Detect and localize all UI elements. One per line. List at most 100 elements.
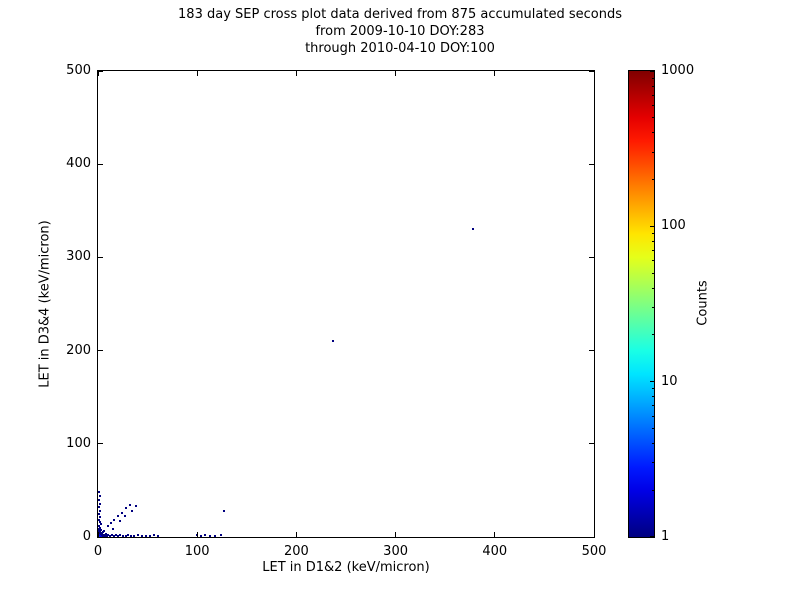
data-point bbox=[120, 511, 123, 514]
data-point bbox=[144, 535, 147, 537]
colorbar-minor-tick-mark bbox=[652, 405, 654, 407]
data-point bbox=[111, 527, 114, 530]
colorbar-minor-tick-mark bbox=[652, 117, 654, 119]
y-tick-mark bbox=[589, 536, 594, 537]
colorbar-minor-tick-mark bbox=[652, 334, 654, 336]
data-point bbox=[214, 535, 217, 537]
colorbar-minor-tick-mark bbox=[652, 260, 654, 262]
data-point bbox=[106, 534, 109, 537]
y-tick-mark bbox=[589, 256, 594, 258]
y-tick-mark bbox=[98, 536, 103, 537]
data-point bbox=[128, 504, 131, 507]
data-point bbox=[118, 520, 121, 523]
data-point bbox=[99, 528, 102, 531]
x-tick-mark bbox=[295, 71, 297, 76]
data-point bbox=[114, 534, 117, 537]
colorbar-minor-tick-mark bbox=[652, 427, 654, 429]
colorbar-minor-tick-mark bbox=[652, 442, 654, 444]
data-point bbox=[98, 503, 101, 506]
data-point bbox=[112, 535, 115, 537]
x-tick-mark bbox=[196, 532, 198, 537]
x-tick-mark bbox=[593, 71, 594, 76]
data-point bbox=[136, 534, 139, 537]
x-tick-mark bbox=[98, 532, 99, 537]
data-point bbox=[124, 507, 127, 510]
data-point bbox=[118, 534, 121, 537]
colorbar-minor-tick-mark bbox=[652, 179, 654, 181]
colorbar-minor-tick-mark bbox=[652, 489, 654, 491]
chart-title: 183 day SEP cross plot data derived from… bbox=[0, 6, 800, 57]
data-point bbox=[200, 535, 203, 537]
colorbar-tick-mark bbox=[650, 381, 654, 383]
x-tick-label: 500 bbox=[581, 544, 607, 559]
data-point bbox=[98, 529, 100, 532]
colorbar-tick-label: 1 bbox=[661, 529, 670, 544]
data-point bbox=[132, 535, 135, 537]
chart-title-line3: through 2010-04-10 DOY:100 bbox=[305, 41, 495, 56]
data-point bbox=[156, 535, 159, 537]
data-point bbox=[116, 535, 119, 537]
y-tick-label: 500 bbox=[66, 63, 91, 78]
data-point bbox=[98, 509, 101, 512]
data-point bbox=[106, 524, 109, 527]
y-tick-label: 100 bbox=[66, 435, 91, 451]
data-point bbox=[112, 519, 115, 522]
data-point bbox=[130, 509, 133, 512]
x-tick-mark bbox=[395, 71, 397, 76]
data-point bbox=[98, 526, 101, 529]
colorbar-tick-label: 10 bbox=[661, 373, 678, 389]
data-point bbox=[98, 519, 100, 522]
y-tick-mark bbox=[98, 71, 103, 72]
colorbar-minor-tick-mark bbox=[652, 388, 654, 390]
colorbar-label: Counts bbox=[695, 280, 711, 326]
colorbar-minor-tick-mark bbox=[652, 462, 654, 464]
y-tick-mark bbox=[589, 163, 594, 165]
colorbar-minor-tick-mark bbox=[652, 415, 654, 417]
data-point bbox=[204, 534, 207, 537]
colorbar-tick-mark bbox=[650, 536, 654, 537]
colorbar-tick-mark bbox=[650, 225, 654, 227]
x-tick-label: 0 bbox=[93, 544, 103, 559]
data-point bbox=[148, 535, 151, 537]
y-axis-label: LET in D3&4 (keV/micron) bbox=[37, 220, 53, 388]
y-tick-mark bbox=[98, 163, 103, 165]
y-tick-mark bbox=[589, 71, 594, 72]
y-tick-mark bbox=[589, 350, 594, 352]
data-point bbox=[152, 534, 155, 537]
y-tick-mark bbox=[589, 443, 594, 445]
x-tick-label: 400 bbox=[482, 544, 508, 559]
data-point bbox=[99, 522, 102, 525]
x-tick-mark bbox=[593, 532, 594, 537]
data-point bbox=[110, 534, 113, 537]
data-point bbox=[209, 535, 212, 537]
colorbar-minor-tick-mark bbox=[652, 94, 654, 96]
data-point bbox=[102, 530, 105, 533]
colorbar bbox=[628, 70, 655, 538]
y-tick-label: 0 bbox=[82, 529, 91, 544]
x-axis-label: LET in D1&2 (keV/micron) bbox=[262, 560, 430, 575]
colorbar-minor-tick-mark bbox=[652, 396, 654, 398]
colorbar-minor-tick-mark bbox=[652, 287, 654, 289]
chart-title-line1: 183 day SEP cross plot data derived from… bbox=[178, 7, 622, 22]
colorbar-tick-mark bbox=[650, 71, 654, 72]
x-tick-label: 100 bbox=[184, 544, 210, 559]
data-point bbox=[104, 533, 107, 536]
plot-area bbox=[97, 70, 595, 538]
y-tick-mark bbox=[98, 443, 103, 445]
x-tick-label: 200 bbox=[283, 544, 309, 559]
data-point bbox=[126, 534, 129, 537]
data-point bbox=[108, 535, 111, 537]
data-point bbox=[129, 535, 132, 537]
colorbar-minor-tick-mark bbox=[652, 132, 654, 134]
data-point bbox=[332, 340, 335, 343]
data-point bbox=[121, 535, 124, 537]
data-point bbox=[220, 534, 222, 537]
chart-title-line2: from 2009-10-10 DOY:283 bbox=[315, 24, 485, 39]
data-point bbox=[98, 521, 101, 524]
data-point bbox=[98, 506, 100, 509]
y-tick-label: 400 bbox=[66, 156, 91, 172]
colorbar-minor-tick-mark bbox=[652, 240, 654, 242]
y-tick-label: 300 bbox=[66, 249, 91, 265]
y-tick-mark bbox=[98, 256, 103, 258]
